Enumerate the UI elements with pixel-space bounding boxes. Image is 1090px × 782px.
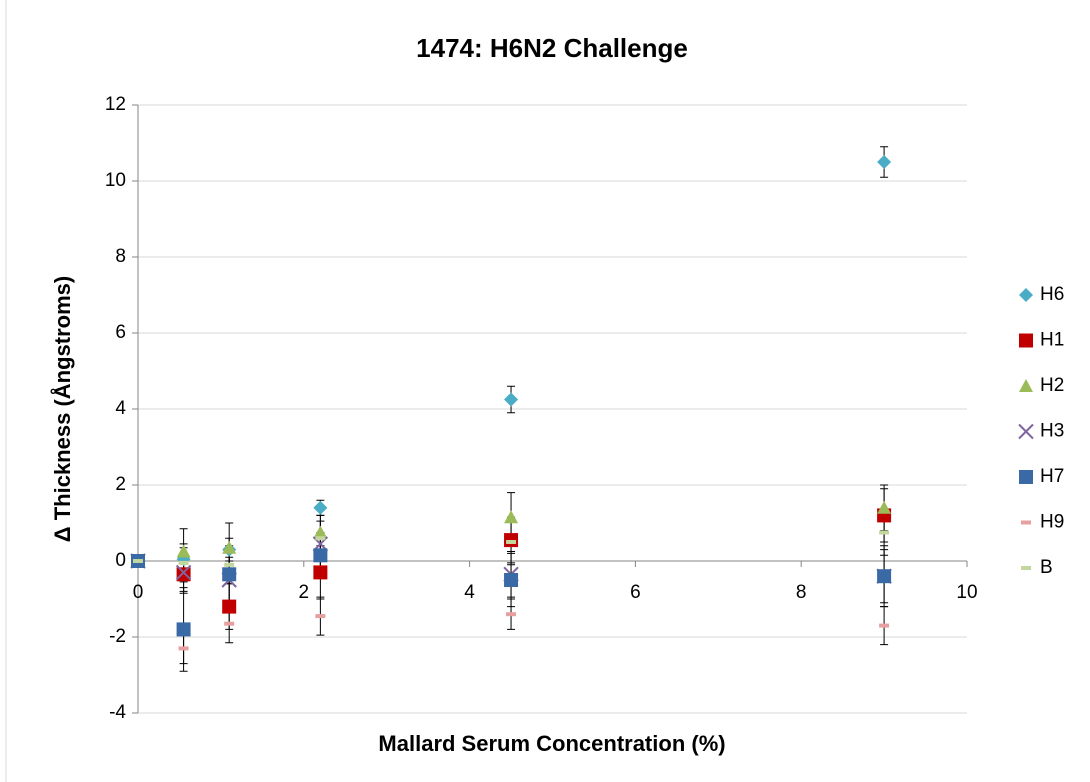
y-tick-label: -4 — [109, 702, 126, 723]
legend-label: B — [1040, 557, 1053, 578]
point — [315, 536, 326, 541]
y-tick-label: 6 — [115, 322, 126, 343]
y-tick-label: 2 — [115, 474, 126, 495]
point — [176, 544, 191, 558]
chart-title: 1474: H6N2 Challenge — [416, 33, 688, 63]
point — [877, 500, 892, 514]
legend-label: H3 — [1040, 421, 1064, 442]
point — [313, 565, 328, 580]
point — [176, 622, 191, 637]
x-tick-label: 10 — [956, 582, 977, 603]
y-tick-label: 4 — [115, 398, 126, 419]
y-axis-title: Δ Thickness (Ångstroms) — [49, 276, 75, 542]
point — [133, 559, 143, 563]
point — [504, 392, 519, 407]
legend-symbol — [1021, 520, 1031, 525]
point — [178, 646, 189, 651]
legend-symbol — [1019, 379, 1033, 392]
legend-label: H7 — [1040, 466, 1064, 487]
point — [506, 612, 517, 617]
x-tick-label: 2 — [299, 582, 310, 603]
legend-symbol — [1019, 333, 1033, 348]
x-axis-title: Mallard Serum Concentration (%) — [378, 731, 725, 756]
x-tick-label: 0 — [133, 582, 144, 603]
point — [879, 623, 890, 628]
point — [879, 530, 890, 535]
point — [175, 564, 192, 581]
x-tick-label: 4 — [464, 582, 475, 603]
point — [877, 569, 892, 584]
legend-symbol — [1019, 288, 1033, 302]
legend-label: H2 — [1040, 375, 1064, 396]
point — [315, 614, 326, 619]
legend-symbol — [1019, 470, 1033, 484]
point — [313, 500, 328, 515]
y-tick-label: 12 — [105, 94, 126, 115]
x-tick-label: 8 — [796, 582, 807, 603]
point — [877, 155, 892, 169]
legend-label: H1 — [1040, 330, 1064, 351]
point — [506, 540, 517, 544]
point — [504, 510, 519, 524]
legend-symbol — [1021, 566, 1031, 570]
y-tick-label: -2 — [109, 626, 126, 647]
y-tick-label: 10 — [105, 170, 126, 191]
point — [504, 573, 519, 587]
point — [222, 540, 237, 554]
legend-label: H9 — [1040, 512, 1064, 533]
point — [176, 567, 191, 582]
point — [224, 562, 235, 567]
point — [178, 560, 189, 565]
legend-label: H6 — [1040, 284, 1064, 305]
y-tick-label: 8 — [115, 246, 126, 267]
point — [222, 599, 237, 614]
point — [313, 548, 328, 563]
point — [222, 567, 237, 582]
point — [224, 621, 235, 626]
x-tick-label: 6 — [630, 582, 641, 603]
point — [313, 525, 328, 539]
y-tick-label: 0 — [115, 550, 126, 571]
legend-symbol — [1018, 423, 1034, 440]
